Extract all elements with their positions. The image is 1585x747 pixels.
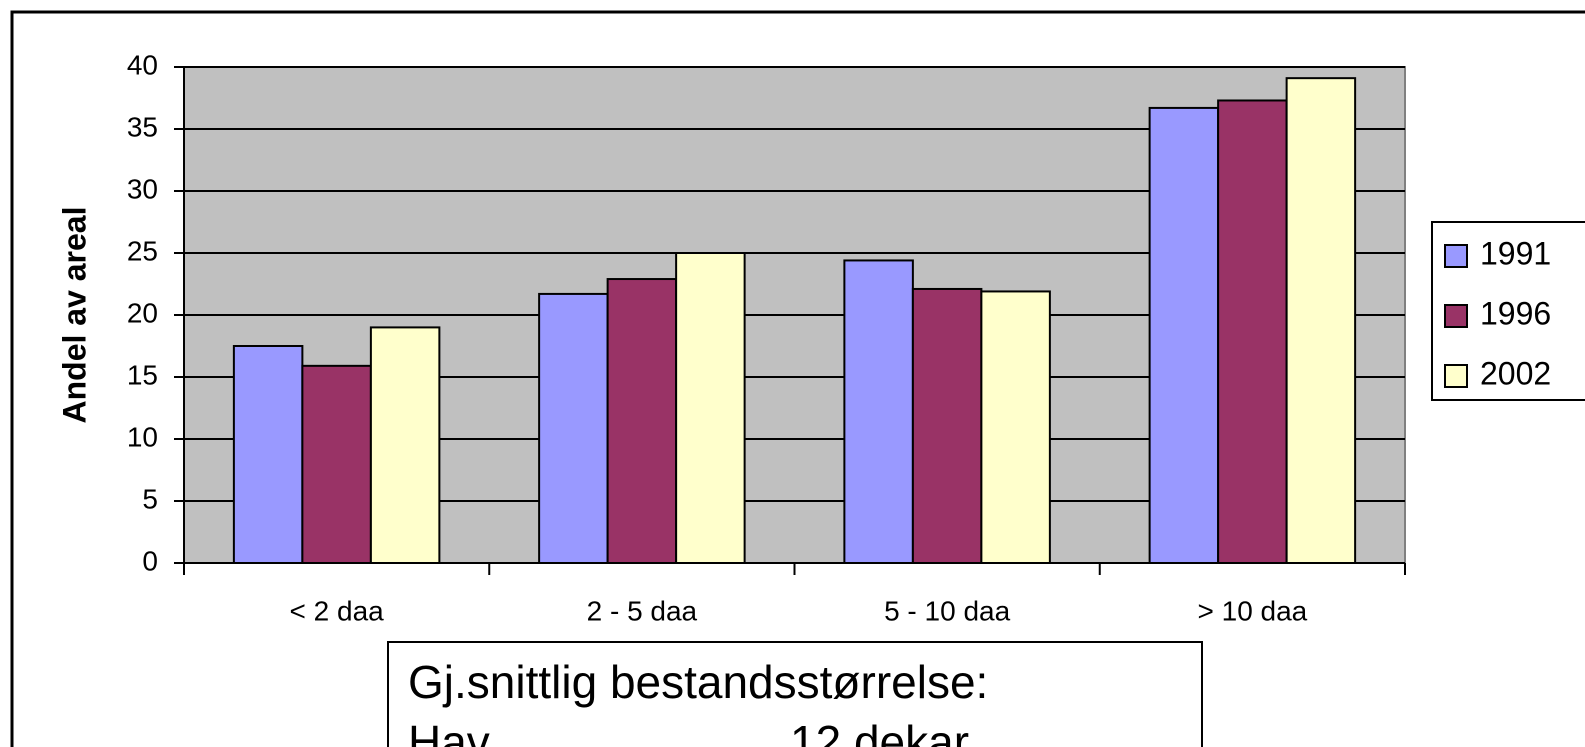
text-box [387, 641, 1203, 747]
y-tick-label: 40 [127, 49, 158, 80]
bar [606, 278, 678, 564]
y-tick-label: 10 [127, 421, 158, 452]
bar [911, 287, 983, 564]
bar [980, 290, 1051, 564]
legend-label: 2002 [1480, 355, 1551, 391]
text-box-label: Hav [408, 716, 490, 747]
y-tick-label: 35 [127, 111, 158, 142]
bar [675, 252, 746, 564]
text-box-title: Gj.snittlig bestandsstørrelse: [408, 656, 988, 708]
y-axis-label: Andel av areal [56, 207, 92, 424]
bar [843, 259, 914, 564]
bar [301, 364, 372, 564]
bar [538, 292, 609, 564]
text-box-value: 12 dekar [790, 716, 969, 747]
x-tick-label: 2 - 5 daa [587, 595, 698, 626]
legend-swatch [1444, 304, 1468, 328]
bar [369, 326, 441, 564]
x-tick-label: > 10 daa [1197, 595, 1307, 626]
legend-label: 1991 [1480, 235, 1551, 271]
y-tick-label: 25 [127, 235, 158, 266]
bar [1217, 99, 1288, 564]
bar [232, 345, 304, 564]
legend-swatch [1444, 244, 1468, 268]
x-tick-label: < 2 daa [290, 595, 385, 626]
y-tick-label: 15 [127, 359, 158, 390]
x-tick-label: 5 - 10 daa [884, 595, 1011, 626]
bar [1148, 106, 1220, 564]
y-tick-label: 30 [127, 173, 158, 204]
bar [1285, 77, 1357, 564]
y-tick-label: 0 [142, 545, 158, 576]
y-tick-label: 5 [142, 483, 158, 514]
y-tick-label: 20 [127, 297, 158, 328]
legend-swatch [1444, 364, 1468, 388]
legend-label: 1996 [1480, 295, 1551, 331]
